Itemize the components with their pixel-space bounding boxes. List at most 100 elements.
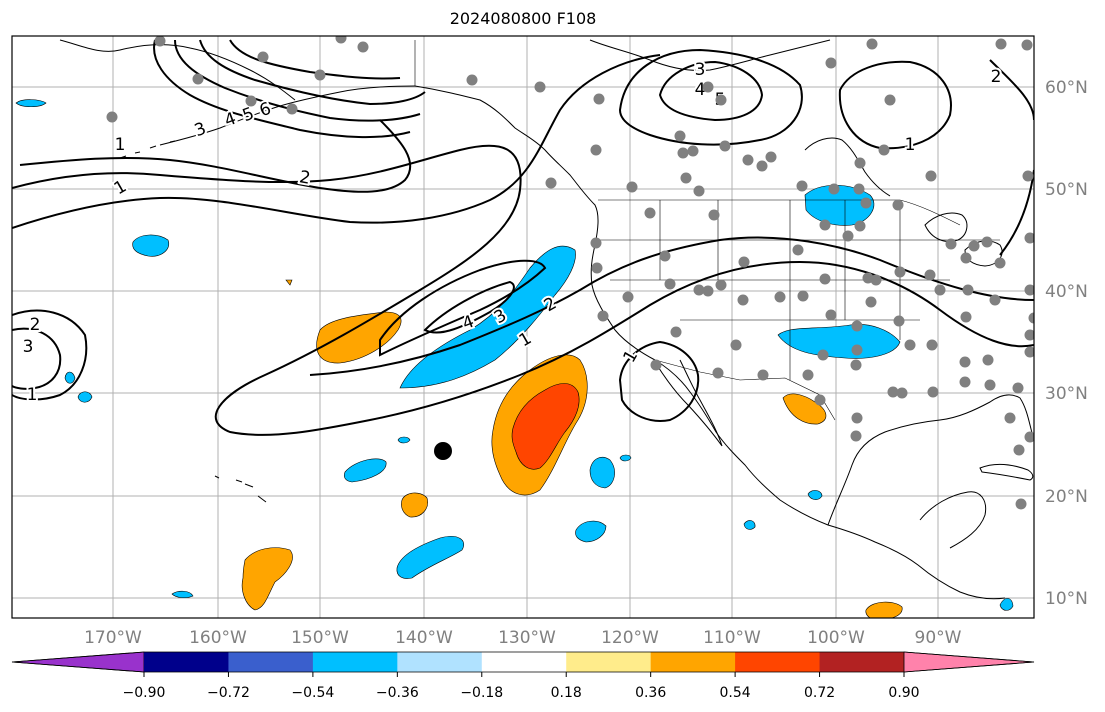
positive-anomaly-core-strong [511, 383, 580, 470]
map-frame [11, 35, 1035, 619]
station-dot [1021, 39, 1033, 51]
station-dot [715, 279, 727, 291]
latitude-label: 40°N [1045, 282, 1088, 302]
contour-ring [199, 39, 426, 106]
station-markers [106, 36, 1034, 510]
station-dot [314, 69, 326, 81]
station-dot [960, 311, 972, 323]
contour-label-halo: 3 [23, 337, 34, 357]
contour-ring [12, 309, 88, 401]
station-dot [670, 326, 682, 338]
station-dot [851, 412, 863, 424]
contour-label-halo: 1 [905, 135, 916, 155]
longitude-labels: 170°W 160°W 150°W 140°W 130°W 120°W 110°W 100°W… [84, 628, 962, 648]
negative-anomaly-blob [132, 234, 170, 257]
contour-label-halo: 2 [30, 315, 41, 335]
contour-label: 1 [27, 385, 38, 405]
colorbar-segment [228, 652, 314, 672]
positive-anomaly-blob [782, 393, 827, 425]
station-dot [1024, 329, 1034, 341]
contour-label: 3 [23, 337, 34, 357]
contour-high-ring [838, 60, 952, 150]
contour-1 [12, 144, 1034, 436]
station-dot [896, 387, 908, 399]
colorbar: −0.90 −0.72 −0.54 −0.36 −0.18 0.18 0.36 0.54 0.7… [11, 651, 1035, 701]
longitude-label: 140°W [395, 628, 453, 648]
colorbar-segment [819, 652, 905, 672]
station-dot [650, 359, 662, 371]
station-dot [712, 367, 724, 379]
longitude-label: 150°W [291, 628, 349, 648]
contour-label: 3 [695, 60, 706, 80]
station-dot [825, 57, 837, 69]
station-dot [819, 219, 831, 231]
contour-label: 2 [991, 67, 1002, 87]
station-dot [659, 250, 671, 262]
station-dot [819, 273, 831, 285]
station-dot [466, 74, 478, 86]
alaska-north-coast [59, 39, 296, 101]
station-dot [597, 310, 609, 322]
colorbar-segment [650, 652, 736, 672]
station-dot [945, 238, 957, 250]
station-dot [866, 38, 878, 50]
station-dot [719, 140, 731, 152]
station-dot [765, 151, 777, 163]
colorbar-segment [481, 652, 567, 672]
station-dot [1012, 382, 1024, 394]
station-dot [757, 369, 769, 381]
contour-1 [12, 54, 661, 229]
station-dot [1024, 284, 1034, 296]
contour-2 [19, 119, 412, 193]
station-dot [792, 244, 804, 256]
station-dot [959, 376, 971, 388]
contour-label-halo: 1 [115, 135, 126, 155]
negative-anomaly-blob [343, 458, 387, 483]
station-dot [797, 290, 809, 302]
colorbar-tick-label: 0.72 [804, 685, 835, 701]
station-dot [1024, 431, 1034, 443]
station-dot [1028, 312, 1034, 324]
station-dot [850, 359, 862, 371]
station-dot [842, 230, 854, 242]
contour-label: 2 [298, 167, 312, 189]
contour-ring [229, 39, 401, 80]
station-dot [1013, 444, 1025, 456]
station-dot [335, 36, 347, 44]
colorbar-tick-label: 0.36 [635, 685, 666, 701]
cuba [979, 463, 1034, 481]
negative-anomaly-blob [396, 536, 464, 579]
station-dot [738, 256, 750, 268]
station-dot [534, 81, 546, 93]
contour-label-halo: 2 [991, 67, 1002, 87]
station-dot [590, 237, 602, 249]
station-dot [892, 199, 904, 211]
station-dot [774, 291, 786, 303]
contour-label: 2 [30, 315, 41, 335]
negative-anomaly-band [399, 245, 576, 389]
positive-anomaly-blob [241, 547, 293, 611]
canada-north-coast [589, 39, 831, 71]
station-dot [1024, 232, 1034, 244]
negative-anomaly-blob [397, 436, 411, 444]
station-dot [994, 257, 1006, 269]
station-dot [1015, 498, 1027, 510]
station-dot [878, 144, 890, 156]
positive-anomaly-blob [285, 279, 293, 286]
great-lakes [924, 212, 968, 242]
station-dot [926, 339, 938, 351]
station-dot [962, 284, 974, 296]
gulf-coast [827, 394, 1034, 526]
station-dot [995, 38, 1007, 50]
contour-label: 4 [695, 80, 706, 100]
station-dot [693, 185, 705, 197]
station-dot [1024, 346, 1034, 358]
colorbar-tick-label: −0.36 [376, 685, 419, 701]
yucatan-peninsula [919, 491, 987, 549]
storm-center-marker [434, 442, 452, 460]
colorbar-segment [397, 652, 483, 672]
colorbar-tick-label: −0.90 [123, 685, 166, 701]
station-dot [644, 207, 656, 219]
station-dot [591, 262, 603, 274]
station-dot [851, 320, 863, 332]
